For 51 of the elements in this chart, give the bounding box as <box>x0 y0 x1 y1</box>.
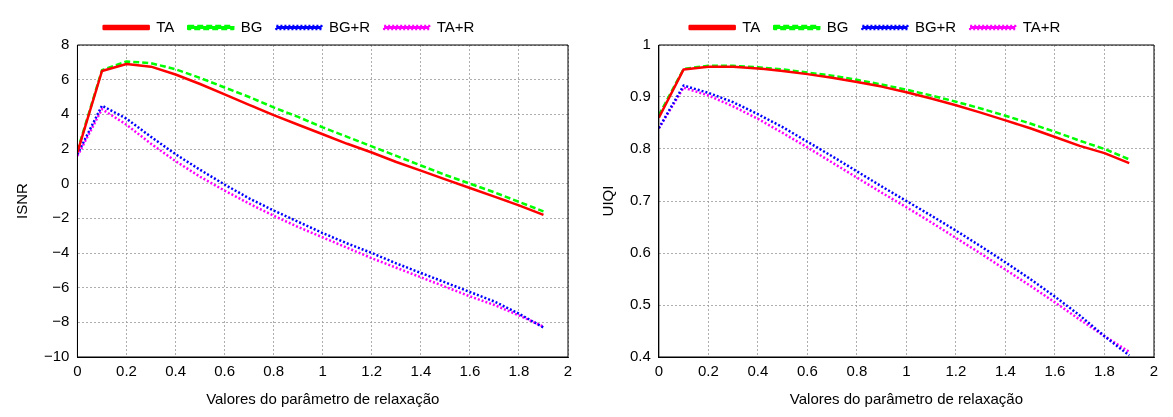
y-tick-label: 0.7 <box>629 191 651 209</box>
x-tick-label: 1.8 <box>508 362 530 380</box>
x-tick-label: 2 <box>563 362 573 380</box>
x-tick-label: 0.6 <box>796 362 818 380</box>
x-tick-label: 0.2 <box>116 362 137 380</box>
x-tick-label: 1.6 <box>459 362 481 380</box>
x-tick-label: 0.6 <box>214 362 236 380</box>
y-tick-label: 0.5 <box>629 295 651 313</box>
legend-label: BG <box>826 17 849 35</box>
y-tick-label: 1 <box>642 35 651 53</box>
x-tick-label: 0 <box>73 362 82 380</box>
y-tick-label: 8 <box>61 35 70 53</box>
x-tick-label: 0.8 <box>263 362 285 380</box>
legend-label: BG+R <box>328 17 371 35</box>
y-tick-label: −2 <box>52 208 70 226</box>
x-tick-label: 1 <box>318 362 327 380</box>
y-tick-label: −10 <box>43 347 70 365</box>
y-tick-label: 2 <box>61 139 70 157</box>
y-tick-label: 0.8 <box>629 139 651 157</box>
y-tick-label: 0.6 <box>629 243 651 261</box>
x-tick-label: 1.4 <box>410 362 432 380</box>
x-tick-label: 1.2 <box>945 362 967 380</box>
legend-label: BG <box>240 17 263 35</box>
legend-label: TA+R <box>436 17 475 35</box>
y-tick-label: 4 <box>61 104 70 122</box>
x-tick-label: 0 <box>654 362 664 380</box>
y-axis-title: ISNR <box>13 182 31 219</box>
y-tick-label: 0.4 <box>629 347 651 365</box>
x-tick-label: 0.4 <box>747 362 769 380</box>
y-tick-label: −4 <box>52 243 70 261</box>
y-axis-title: UIQI <box>599 185 617 217</box>
x-tick-label: 0.8 <box>846 362 868 380</box>
legend-label: TA+R <box>1022 17 1061 35</box>
x-tick-label: 1.6 <box>1044 362 1066 380</box>
x-tick-label: 2 <box>1149 362 1159 380</box>
x-tick-label: 1.2 <box>361 362 383 380</box>
x-axis-title: Valores do parâmetro de relaxação <box>206 390 440 408</box>
x-axis-title: Valores do parâmetro de relaxação <box>789 390 1024 408</box>
x-tick-label: 1.8 <box>1094 362 1115 380</box>
y-tick-label: 0 <box>61 173 70 191</box>
legend-label: BG+R <box>914 17 957 35</box>
y-tick-label: 6 <box>61 69 70 87</box>
x-tick-label: 1 <box>902 362 911 380</box>
y-tick-label: −8 <box>52 312 70 330</box>
y-tick-label: 0.9 <box>629 87 651 105</box>
legend-label: TA <box>742 17 761 35</box>
x-tick-label: 0.2 <box>697 362 719 380</box>
y-tick-label: −6 <box>52 277 70 295</box>
x-tick-label: 1.4 <box>995 362 1016 380</box>
x-tick-label: 0.4 <box>165 362 186 380</box>
legend-label: TA <box>156 17 175 35</box>
